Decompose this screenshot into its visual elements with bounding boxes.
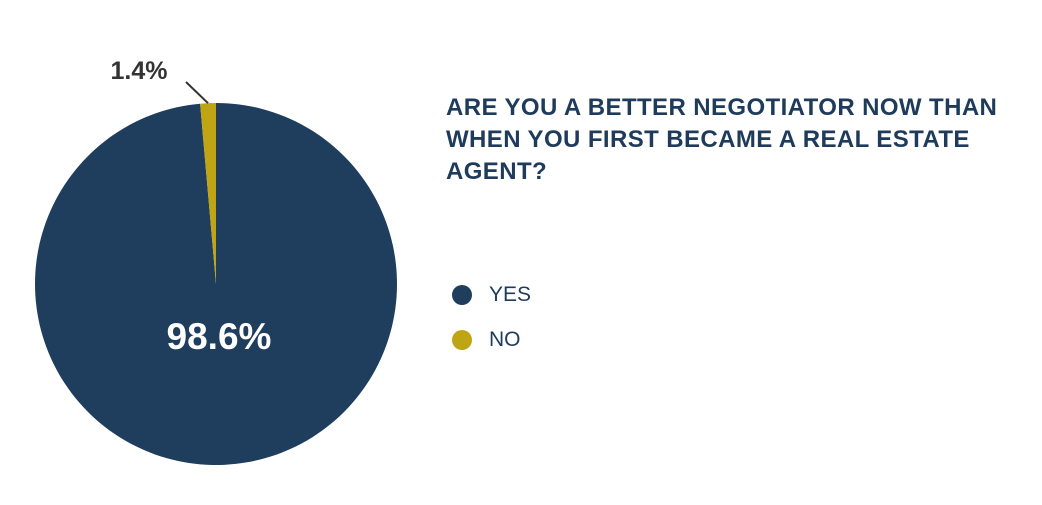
legend: YES NO <box>452 280 531 370</box>
data-label-no: 1.4% <box>111 57 168 85</box>
leader-line-no <box>185 81 209 104</box>
legend-label-no: NO <box>489 328 521 351</box>
legend-swatch-yes <box>452 285 472 305</box>
legend-label-yes: YES <box>489 283 532 306</box>
legend-item-no: NO <box>452 325 531 355</box>
data-label-yes: 98.6% <box>167 316 272 357</box>
legend-swatch-no <box>452 330 472 350</box>
chart-title: ARE YOU A BETTER NEGOTIATOR NOW THAN WHE… <box>446 94 998 185</box>
pie-slice-no <box>200 103 216 284</box>
pie-chart: 98.6% 1.4% <box>34 57 397 466</box>
pie-slice-yes <box>34 103 397 466</box>
legend-item-yes: YES <box>452 280 531 310</box>
